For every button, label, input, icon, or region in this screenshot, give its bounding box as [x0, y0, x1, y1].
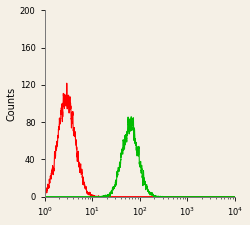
- Y-axis label: Counts: Counts: [7, 86, 17, 121]
